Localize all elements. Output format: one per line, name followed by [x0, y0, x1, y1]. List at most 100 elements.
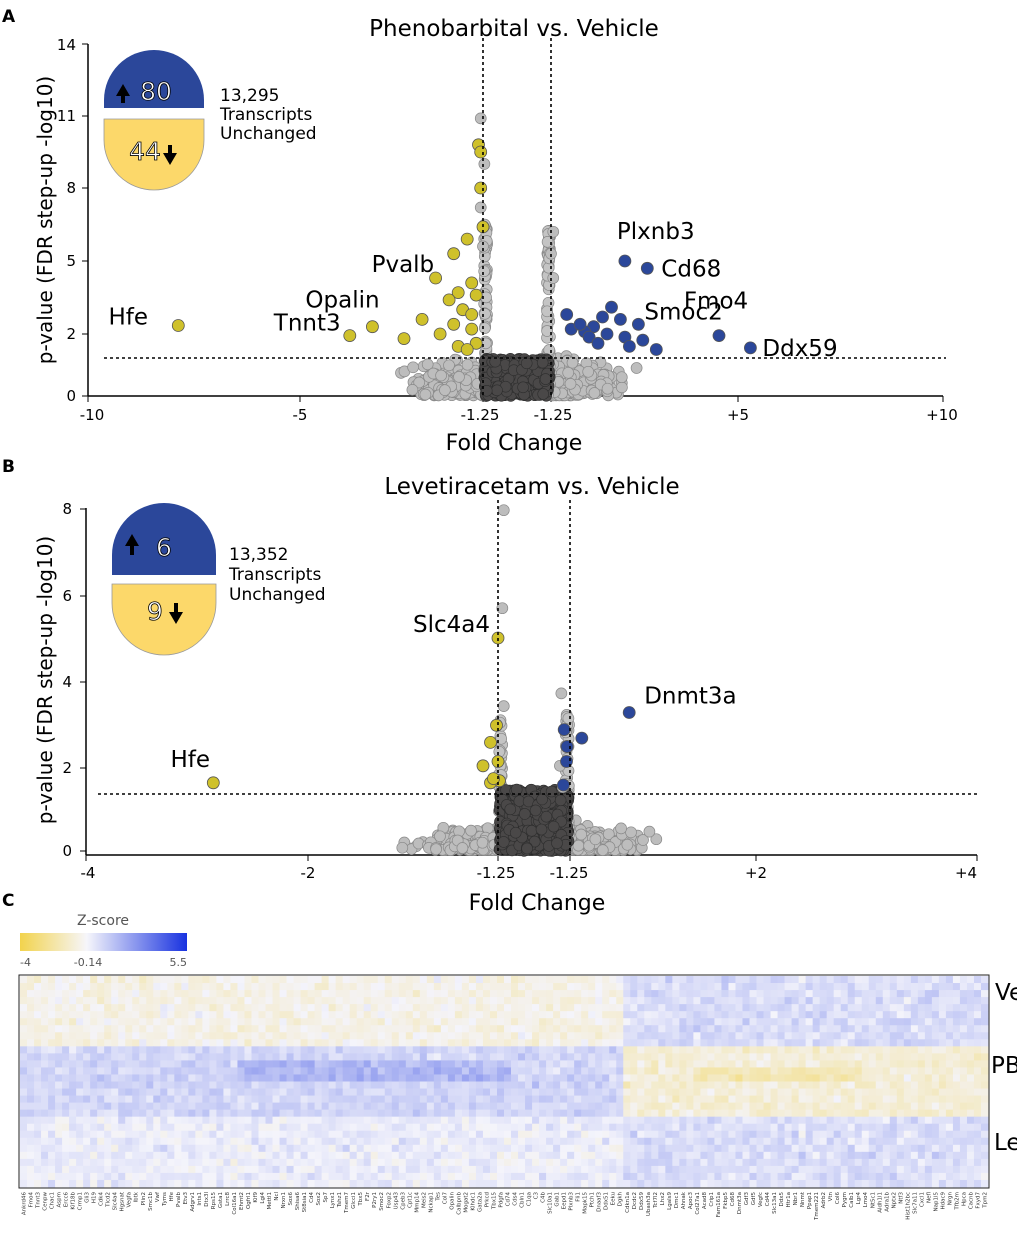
heatmap-cell: [553, 1095, 561, 1103]
heatmap-cell: [784, 1032, 792, 1040]
heatmap-cell: [314, 1025, 323, 1033]
heatmap-cell: [917, 1004, 926, 1012]
heatmap-cell: [791, 997, 799, 1005]
heatmap-cell: [903, 990, 912, 998]
heatmap-cell: [966, 1088, 975, 1096]
heatmap-cell: [721, 1032, 729, 1040]
heatmap-cell: [665, 1102, 673, 1111]
heatmap-cell: [840, 1039, 849, 1047]
heatmap-cell: [868, 1039, 877, 1047]
heatmap-cell: [812, 997, 821, 1005]
heatmap-cell: [83, 1067, 91, 1075]
heatmap-cell: [672, 1032, 680, 1040]
heatmap-cell: [356, 1067, 365, 1075]
heatmap-cell: [83, 1109, 91, 1118]
heatmap-cell: [398, 1032, 407, 1040]
heatmap-cell: [118, 983, 126, 991]
heatmap-cell: [812, 1018, 821, 1026]
heatmap-cell: [812, 976, 821, 984]
heatmap-cell: [230, 1074, 238, 1082]
heatmap-cell: [644, 983, 652, 991]
heatmap-cell: [511, 1025, 519, 1033]
heatmap-cell: [412, 990, 421, 998]
heatmap-cell: [391, 1081, 400, 1089]
heatmap-cell: [265, 1004, 273, 1012]
heatmap-cell: [588, 997, 596, 1005]
heatmap-cell: [847, 997, 856, 1005]
heatmap-cell: [300, 997, 308, 1005]
heatmap-cell: [111, 1095, 119, 1103]
heatmap-cell: [419, 1004, 428, 1012]
heatmap-cell: [482, 1032, 491, 1040]
heatmap-cell: [567, 1088, 575, 1096]
heatmap-cell: [700, 976, 708, 984]
heatmap-cell: [363, 1011, 372, 1019]
heatmap-cell: [980, 1032, 989, 1040]
heatmap-cell: [511, 1102, 519, 1111]
upregulated-point: [575, 731, 589, 745]
heatmap-cell: [924, 1046, 933, 1054]
nonsig-point: [630, 362, 643, 374]
heatmap-cell: [419, 1095, 428, 1103]
heatmap-cell: [532, 1018, 540, 1026]
heatmap-cell: [48, 1088, 56, 1096]
heatmap-cell: [489, 976, 498, 984]
nonsig-point: [582, 365, 595, 378]
heatmap-cell: [370, 1018, 379, 1026]
heatmap-cell: [686, 1032, 694, 1040]
y-tick-label-a: 2: [66, 325, 76, 343]
heatmap-cell: [693, 1004, 701, 1012]
heatmap-cell: [910, 1011, 919, 1019]
heatmap-cell: [335, 1095, 344, 1103]
heatmap-cell: [314, 990, 323, 998]
heatmap-cell: [875, 1046, 884, 1054]
heatmap-cell: [118, 1109, 126, 1118]
heatmap-cell: [882, 1032, 891, 1040]
heatmap-cell: [405, 1067, 414, 1075]
heatmap-cell: [847, 1088, 856, 1096]
heatmap-cell: [889, 1088, 898, 1096]
heatmap-cell: [447, 1102, 456, 1111]
heatmap-cell: [882, 1095, 891, 1103]
heatmap-cell: [41, 1053, 49, 1061]
upregulated-point: [649, 343, 663, 356]
gene-label: Dnmt3a: [644, 684, 736, 710]
downregulated-point: [447, 317, 461, 331]
nonsig-point: [453, 371, 465, 383]
heatmap-cell: [777, 1018, 785, 1026]
heatmap-cell: [342, 1046, 351, 1054]
heatmap-cell: [742, 1060, 750, 1068]
heatmap-cell: [447, 1053, 456, 1061]
heatmap-cell: [896, 1032, 905, 1040]
heatmap-cell: [763, 1018, 771, 1026]
heatmap-cell: [693, 976, 701, 984]
heatmap-cell: [293, 1032, 301, 1040]
heatmap-cell: [910, 1088, 919, 1096]
heatmap-cell: [90, 990, 98, 998]
nonsig-point: [602, 828, 615, 841]
heatmap-cell: [931, 976, 940, 984]
heatmap-cell: [83, 1081, 91, 1089]
heatmap-cell: [567, 1102, 575, 1111]
heatmap-cell: [588, 976, 596, 984]
summary-badge-a: 80 44 13,295 Transcripts Unchanged: [103, 50, 317, 191]
heatmap-cell: [139, 1067, 147, 1075]
heatmap-cell: [945, 1067, 954, 1075]
heatmap-cell: [966, 997, 975, 1005]
heatmap-cell: [595, 1046, 603, 1054]
heatmap-cell: [721, 1074, 729, 1082]
heatmap-cell: [952, 983, 961, 991]
heatmap-cell: [952, 1053, 961, 1061]
heatmap-cell: [181, 997, 189, 1005]
heatmap-cell: [41, 983, 49, 991]
heatmap-cell: [461, 990, 470, 998]
heatmap-cell: [293, 983, 301, 991]
heatmap-cell: [181, 1011, 189, 1019]
heatmap-cell: [532, 1004, 540, 1012]
heatmap-cell: [938, 1039, 947, 1047]
heatmap-cell: [426, 1046, 435, 1054]
heatmap-cell: [139, 1109, 147, 1118]
heatmap-cell: [805, 1011, 814, 1019]
heatmap-cell: [237, 1039, 245, 1047]
heatmap-cell: [847, 990, 856, 998]
